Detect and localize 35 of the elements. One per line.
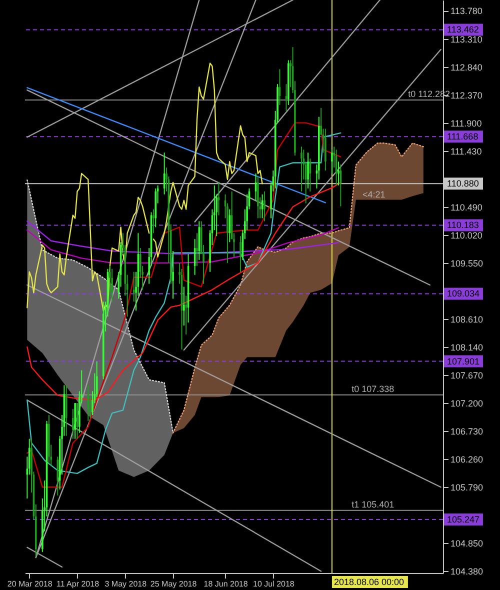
y-tick-label: 106.260: [450, 454, 484, 465]
ref-line-label: 110.880: [447, 178, 479, 189]
y-tick-label: 104.850: [450, 538, 484, 549]
x-tick-label: 11 Apr 2018: [56, 580, 100, 588]
ref-line-label: 111.668: [447, 132, 478, 142]
y-tick-label: 106.730: [450, 426, 484, 437]
y-tick-label: 110.490: [450, 202, 482, 212]
y-tick-label: 110.020: [450, 230, 482, 240]
ref-line-label: 107.901: [447, 356, 480, 366]
y-tick-label: 109.550: [450, 258, 484, 268]
y-tick-label: 108.140: [450, 342, 484, 353]
y-tick-label: 104.380: [450, 566, 484, 577]
y-tick-label: 111.900: [450, 118, 482, 128]
ref-line-label: 110.183: [447, 220, 479, 230]
y-tick-label: 111.430: [450, 146, 482, 156]
annotation: <4:21: [362, 189, 386, 200]
ref-line-label: 2018.08.06 00:00: [334, 577, 404, 587]
annotation: t1 105.401: [352, 499, 394, 510]
y-tick-label: 107.670: [450, 370, 484, 381]
y-tick-label: 112.370: [450, 90, 482, 100]
y-tick-label: 105.790: [450, 482, 484, 493]
x-tick-label: 18 Jun 2018: [204, 580, 248, 588]
x-tick-label: 3 May 2018: [104, 580, 148, 588]
x-tick-label: 25 May 2018: [150, 580, 198, 588]
x-tick-label: 20 Mar 2018: [7, 580, 53, 588]
x-tick-label: 10 Jul 2018: [253, 580, 295, 588]
ref-line-label: 113.462: [447, 24, 479, 35]
y-tick-label: 113.780: [450, 6, 482, 16]
ref-line-label: 109.034: [447, 288, 480, 299]
y-tick-label: 108.610: [450, 314, 484, 324]
y-tick-label: 107.200: [450, 398, 484, 409]
y-tick-label: 112.840: [450, 62, 482, 72]
annotation: t0 107.338: [352, 384, 394, 394]
ref-line-label: 105.247: [447, 514, 480, 525]
y-tick-label: 113.310: [450, 34, 482, 44]
